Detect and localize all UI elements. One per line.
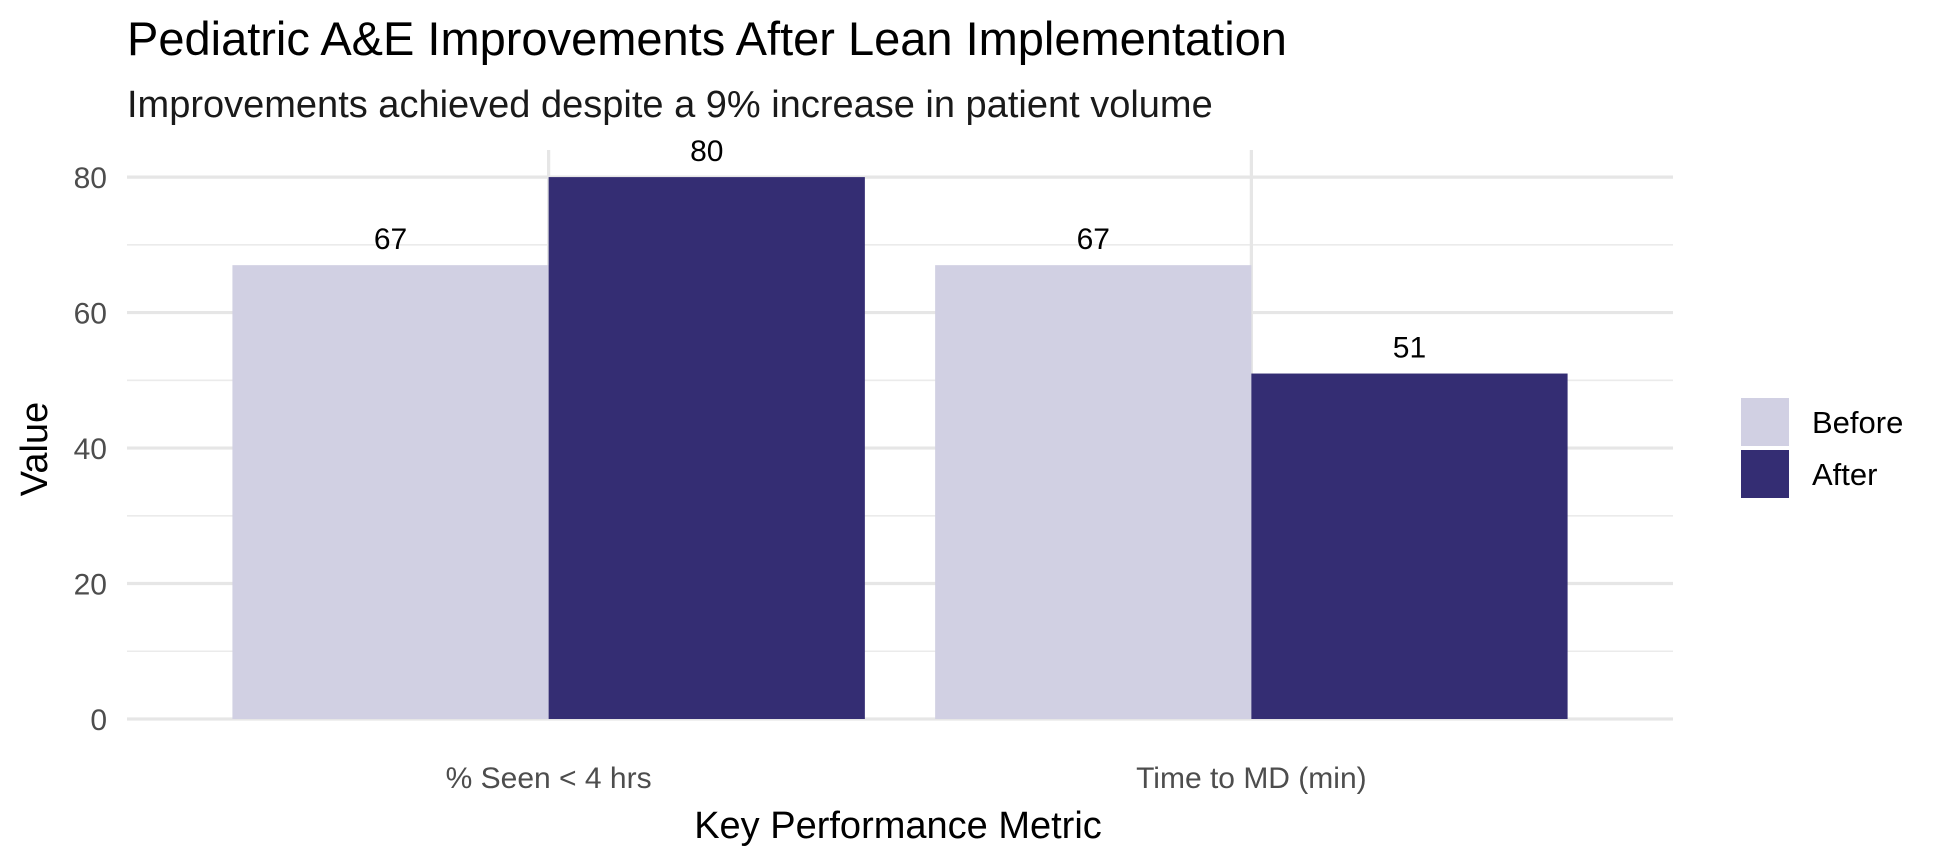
x-tick-label: Time to MD (min): [1136, 762, 1367, 795]
legend-key-before: [1741, 398, 1789, 446]
data-labels: 67 80 67 51: [374, 135, 1426, 364]
bar-before: [232, 265, 549, 719]
y-tick-label: 40: [74, 433, 107, 466]
x-axis-ticks: % Seen < 4 hrs Time to MD (min): [446, 762, 1367, 795]
bar-before: [935, 265, 1252, 719]
bar-value-label: 67: [1077, 223, 1110, 256]
legend-key-after: [1741, 450, 1789, 498]
chart-subtitle: Improvements achieved despite a 9% incre…: [127, 84, 1213, 126]
bar-value-label: 80: [690, 135, 723, 168]
y-tick-label: 0: [90, 704, 107, 737]
bars: [232, 177, 1568, 720]
x-axis-title: Key Performance Metric: [694, 805, 1102, 847]
y-tick-label: 60: [74, 298, 107, 331]
y-tick-label: 20: [74, 569, 107, 602]
bar-after: [548, 177, 865, 720]
legend-label-before: Before: [1812, 405, 1903, 440]
y-axis-title: Value: [14, 402, 56, 496]
y-axis-ticks: 0 20 40 60 80: [74, 162, 107, 737]
bar-value-label: 51: [1393, 332, 1426, 365]
x-tick-label: % Seen < 4 hrs: [446, 762, 652, 795]
y-tick-label: 80: [74, 162, 107, 195]
chart-title: Pediatric A&E Improvements After Lean Im…: [127, 12, 1287, 65]
legend-label-after: After: [1812, 457, 1877, 492]
legend: Before After: [1741, 398, 1903, 498]
bar-value-label: 67: [374, 223, 407, 256]
bar-after: [1251, 373, 1568, 719]
